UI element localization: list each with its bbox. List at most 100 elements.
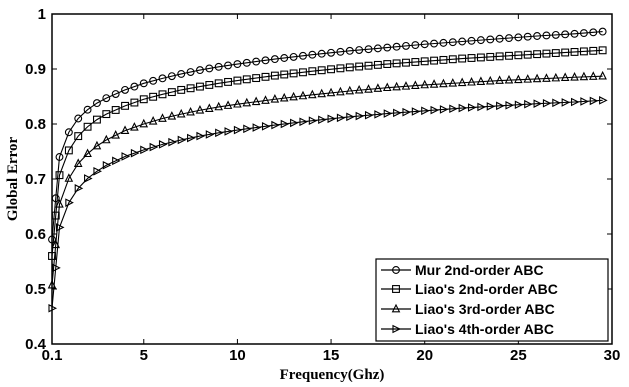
data-point-triangle bbox=[64, 173, 74, 182]
data-point-circle bbox=[439, 38, 448, 47]
data-point-triangle bbox=[317, 88, 326, 98]
data-point-circle bbox=[242, 58, 251, 67]
data-point-triangle bbox=[476, 76, 486, 85]
x-tick-label: 10 bbox=[229, 347, 246, 364]
data-point-triangle bbox=[570, 72, 579, 81]
data-point-triangle-right bbox=[580, 97, 589, 106]
y-tick-label: 1 bbox=[38, 6, 46, 23]
data-point-triangle-right bbox=[205, 130, 215, 139]
data-point-triangle-right bbox=[393, 108, 402, 118]
data-point-triangle-right bbox=[599, 96, 608, 105]
data-point-square bbox=[364, 61, 373, 70]
data-point-square bbox=[392, 285, 400, 293]
data-point-triangle-right bbox=[243, 124, 252, 134]
series-line bbox=[51, 75, 603, 286]
data-point-triangle-right bbox=[561, 98, 571, 107]
y-axis-ticks: 0.4 0.5 0.6 0.7 0.8 0.9 1 bbox=[25, 6, 612, 353]
data-point-triangle bbox=[373, 83, 383, 92]
data-point-circle bbox=[167, 72, 176, 81]
data-point-square bbox=[495, 52, 504, 61]
data-point-circle bbox=[205, 64, 214, 73]
data-point-triangle-right bbox=[327, 114, 337, 124]
data-point-triangle bbox=[579, 71, 589, 81]
data-point-circle bbox=[364, 45, 373, 54]
data-point-circle bbox=[261, 56, 270, 65]
data-point-circle bbox=[177, 69, 186, 78]
data-point-circle bbox=[411, 41, 420, 50]
data-point-triangle-right bbox=[121, 152, 131, 161]
legend-marker-square-icon bbox=[392, 285, 400, 293]
data-point-triangle bbox=[364, 84, 373, 93]
data-point-triangle bbox=[560, 72, 570, 82]
data-point-triangle-right bbox=[355, 111, 365, 121]
data-point-square bbox=[111, 106, 120, 114]
data-point-triangle-right bbox=[187, 133, 196, 143]
data-point-circle bbox=[392, 42, 401, 51]
data-point-square bbox=[561, 48, 570, 57]
data-point-square bbox=[345, 63, 354, 72]
legend-label: Mur 2nd-order ABC bbox=[415, 262, 544, 278]
data-point-square bbox=[514, 51, 523, 60]
data-point-square bbox=[476, 53, 485, 62]
data-point-square bbox=[533, 50, 542, 59]
data-point-triangle bbox=[130, 122, 139, 131]
data-point-circle bbox=[111, 90, 120, 98]
data-point-circle bbox=[196, 66, 204, 75]
data-point-triangle-right bbox=[524, 99, 533, 109]
data-point-triangle bbox=[504, 74, 514, 84]
data-point-square bbox=[299, 68, 307, 77]
data-point-triangle bbox=[102, 134, 111, 144]
data-point-square bbox=[83, 122, 92, 131]
data-point-triangle-right bbox=[233, 125, 243, 135]
data-point-circle bbox=[158, 74, 167, 83]
data-point-triangle bbox=[467, 76, 476, 86]
data-point-triangle-right bbox=[102, 160, 112, 170]
data-point-circle bbox=[458, 37, 467, 46]
data-point-triangle bbox=[223, 100, 233, 109]
data-point-square bbox=[523, 50, 532, 59]
data-point-circle bbox=[252, 57, 261, 66]
data-point-square bbox=[317, 66, 326, 75]
data-point-triangle bbox=[401, 81, 411, 90]
data-point-triangle-right bbox=[374, 110, 383, 119]
data-point-square bbox=[355, 62, 364, 71]
data-point-triangle-right bbox=[458, 103, 468, 113]
data-point-triangle-right bbox=[168, 137, 177, 147]
data-point-triangle-right bbox=[467, 103, 477, 112]
x-tick-label: 30 bbox=[604, 347, 621, 364]
data-point-triangle bbox=[242, 97, 252, 107]
data-point-square bbox=[139, 95, 148, 104]
data-point-circle bbox=[149, 76, 158, 85]
data-point-circle bbox=[270, 55, 279, 64]
data-point-triangle bbox=[186, 106, 195, 116]
data-point-square bbox=[439, 55, 448, 64]
data-point-triangle-right bbox=[514, 100, 524, 110]
data-point-square bbox=[149, 92, 158, 101]
data-point-square bbox=[289, 69, 298, 78]
data-point-triangle bbox=[205, 103, 214, 112]
data-point-triangle-right bbox=[383, 109, 393, 118]
data-point-triangle-right bbox=[55, 223, 65, 232]
data-point-circle bbox=[589, 28, 598, 37]
series-square bbox=[48, 46, 607, 260]
data-point-triangle bbox=[214, 101, 223, 111]
x-tick-label: 5 bbox=[140, 347, 148, 364]
data-point-circle bbox=[561, 30, 570, 39]
data-point-triangle-right bbox=[52, 263, 61, 273]
data-point-circle bbox=[74, 114, 83, 123]
data-point-triangle-right bbox=[392, 324, 402, 334]
data-point-square bbox=[579, 47, 588, 56]
data-point-triangle-right bbox=[336, 113, 346, 123]
data-point-triangle-right bbox=[533, 99, 543, 108]
x-tick-label: 0.1 bbox=[42, 347, 63, 364]
data-point-circle bbox=[224, 61, 233, 70]
data-point-square bbox=[224, 77, 233, 86]
data-point-square bbox=[327, 65, 336, 74]
data-point-square bbox=[383, 60, 392, 69]
data-point-triangle bbox=[298, 90, 308, 100]
series-layer bbox=[47, 27, 608, 313]
data-point-triangle-right bbox=[570, 97, 580, 107]
data-point-square bbox=[542, 49, 551, 58]
data-point-triangle-right bbox=[318, 115, 327, 125]
legend-item-liao-2nd-order: Liao's 2nd-order ABC bbox=[381, 281, 558, 297]
